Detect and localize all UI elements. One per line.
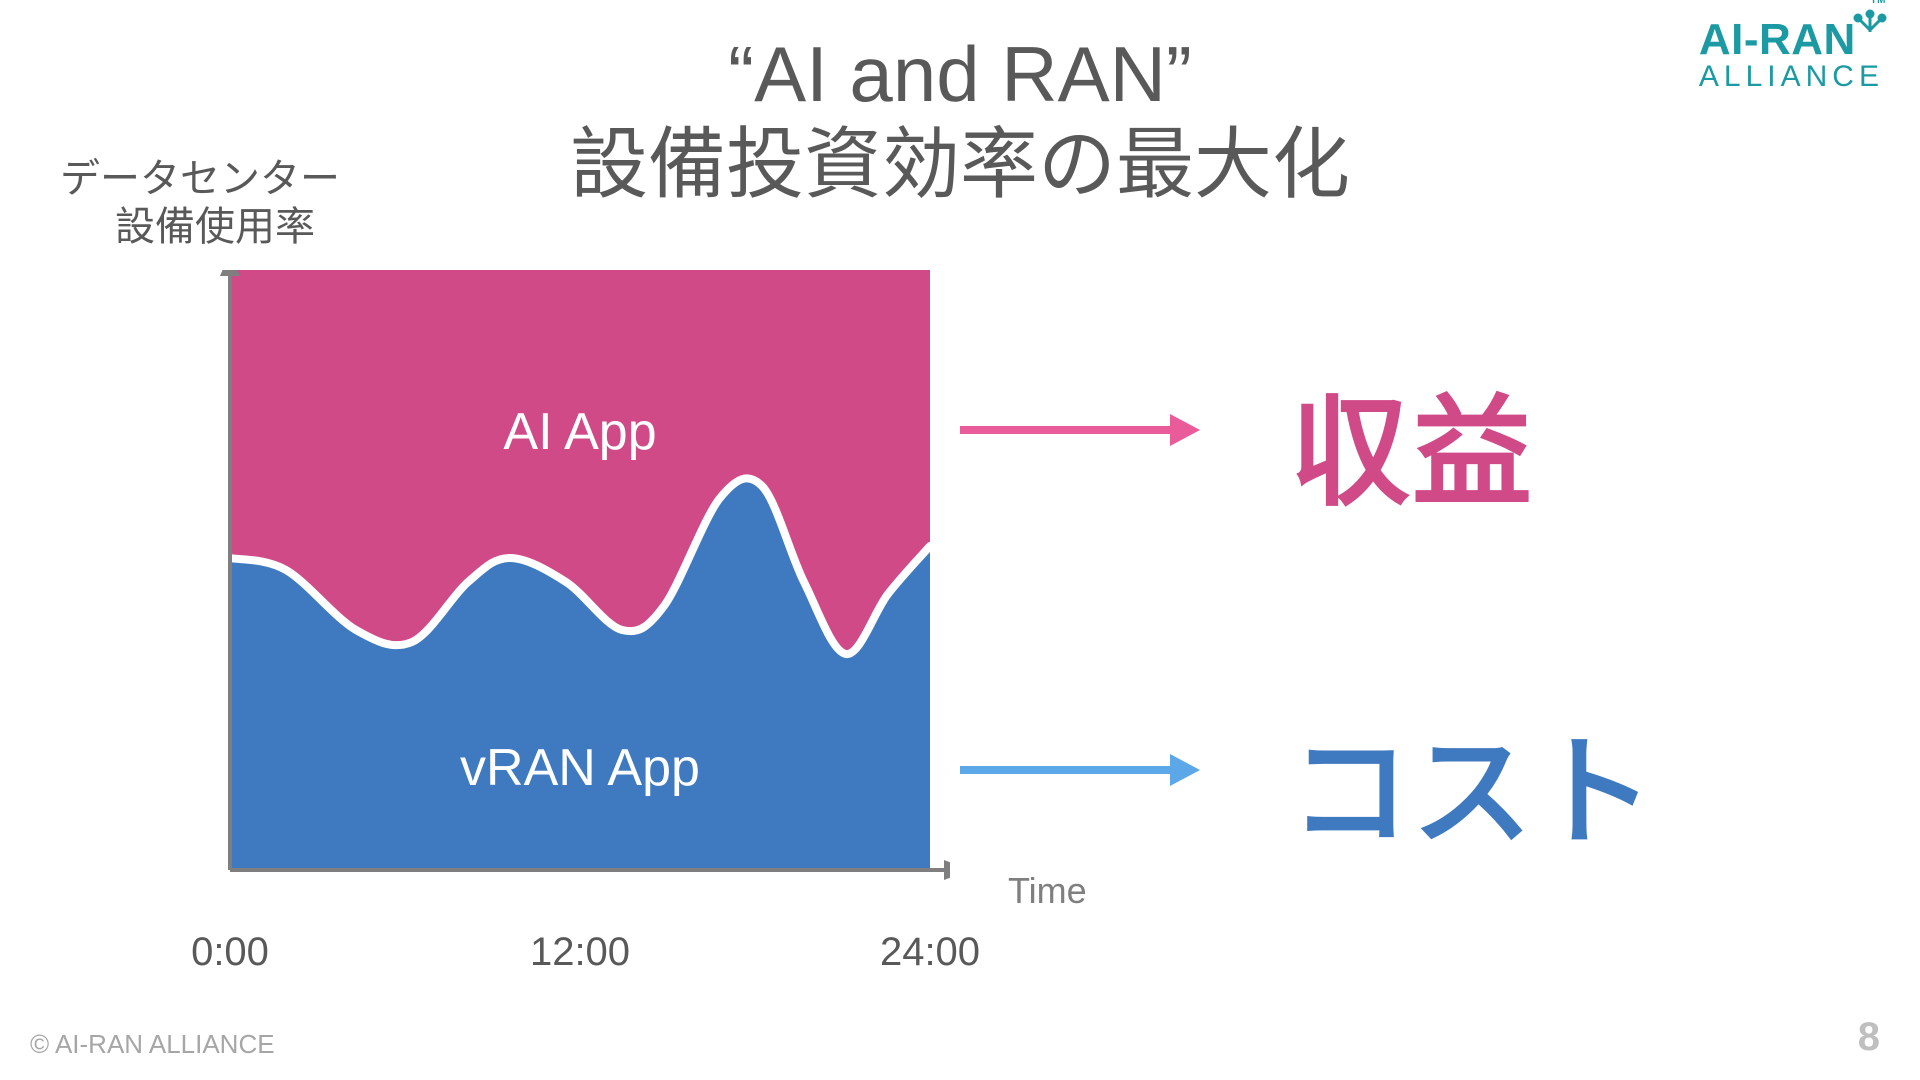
- x-tick: 0:00: [191, 930, 269, 975]
- ylabel-line-1: データセンター: [60, 155, 340, 203]
- cost-label: コスト: [1290, 695, 1656, 869]
- stacked-area-chart: AI App vRAN App: [190, 270, 950, 910]
- y-axis-label: データセンター 設備使用率: [60, 155, 340, 251]
- ylabel-line-2: 設備使用率: [60, 203, 340, 251]
- bottom-area-label: vRAN App: [460, 738, 700, 798]
- x-axis-label: Time: [1008, 870, 1087, 912]
- title-line-1: “AI and RAN”: [0, 30, 1920, 120]
- footer-page-number: 8: [1858, 1015, 1880, 1060]
- logo-line-2: ALLIANCE: [1699, 62, 1884, 92]
- logo-tm: TM: [1871, 0, 1886, 6]
- logo-text-1: AI-RAN: [1699, 15, 1856, 64]
- slide-root: “AI and RAN” 設備投資効率の最大化 AI-RAN TM ALLIAN…: [0, 0, 1920, 1080]
- antenna-icon: [1850, 8, 1890, 36]
- x-tick: 12:00: [530, 930, 630, 975]
- footer-copyright: © AI-RAN ALLIANCE: [30, 1029, 275, 1060]
- chart-svg: [190, 270, 950, 910]
- top-area-label: AI App: [503, 402, 656, 462]
- brand-logo: AI-RAN TM ALLIANCE: [1699, 18, 1884, 92]
- x-tick: 24:00: [880, 930, 980, 975]
- logo-line-1: AI-RAN TM: [1699, 18, 1884, 62]
- revenue-label: 収益: [1290, 355, 1534, 529]
